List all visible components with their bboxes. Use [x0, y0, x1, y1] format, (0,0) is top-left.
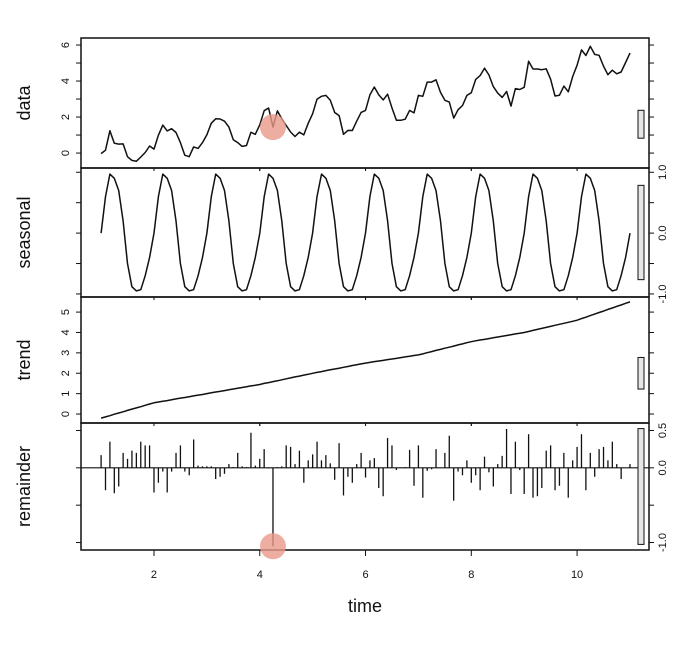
scale-bar: [637, 184, 645, 281]
x-tick-label: 6: [362, 569, 368, 581]
scale-bar: [637, 356, 645, 390]
y-axis-label-trend: trend: [14, 339, 34, 380]
panel-frame: [80, 296, 650, 424]
y-tick-label: 1.0: [657, 165, 669, 180]
x-axis-label: time: [348, 596, 382, 616]
series-line-seasonal: [100, 173, 631, 292]
highlight-marker: [259, 114, 286, 141]
y-tick-label: 0: [60, 411, 72, 417]
y-tick-label: 4: [60, 78, 72, 84]
panel-data: 0 2 4 6 data: [14, 37, 654, 171]
panel-seasonal: -1.0 0.0 1.0 seasonal: [14, 165, 669, 304]
panel-frame: [80, 37, 650, 169]
scale-bar: [637, 428, 645, 545]
panels: 0 2 4 6 data -1.0 0.0 1.0 seasonal 0 1 2 3 4 5 trend -1.…: [14, 37, 669, 581]
y-tick-label: 5: [60, 309, 72, 315]
x-tick-label: 8: [468, 569, 474, 581]
y-tick-label: 1: [60, 391, 72, 397]
series-line-data: [100, 45, 631, 162]
y-axis-label-data: data: [14, 85, 34, 121]
y-tick-label: 2: [60, 370, 72, 376]
y-tick-label: -1.0: [657, 284, 669, 303]
y-tick-label: 4: [60, 329, 72, 335]
y-tick-label: -1.0: [657, 533, 669, 552]
series-line-trend: [100, 301, 631, 419]
y-tick-label: 0.0: [657, 460, 669, 475]
x-tick-label: 2: [151, 569, 157, 581]
x-tick-label: 4: [257, 569, 263, 581]
y-tick-label: 2: [60, 114, 72, 120]
panel-trend: 0 1 2 3 4 5 trend: [14, 296, 654, 426]
panel-frame: [80, 422, 650, 551]
y-tick-label: 3: [60, 350, 72, 356]
panel-remainder: -1.0 0.0 0.5 remainder: [14, 422, 669, 556]
y-tick-label: 0: [60, 150, 72, 156]
y-tick-label: 6: [60, 42, 72, 48]
y-axis-label-remainder: remainder: [14, 446, 34, 527]
y-tick-label: 0.5: [657, 423, 669, 438]
y-axis-label-seasonal: seasonal: [14, 196, 34, 268]
y-tick-label: 0.0: [657, 225, 669, 240]
scale-bar: [637, 109, 645, 139]
highlight-marker: [259, 533, 286, 560]
x-tick-label: 10: [571, 569, 583, 581]
